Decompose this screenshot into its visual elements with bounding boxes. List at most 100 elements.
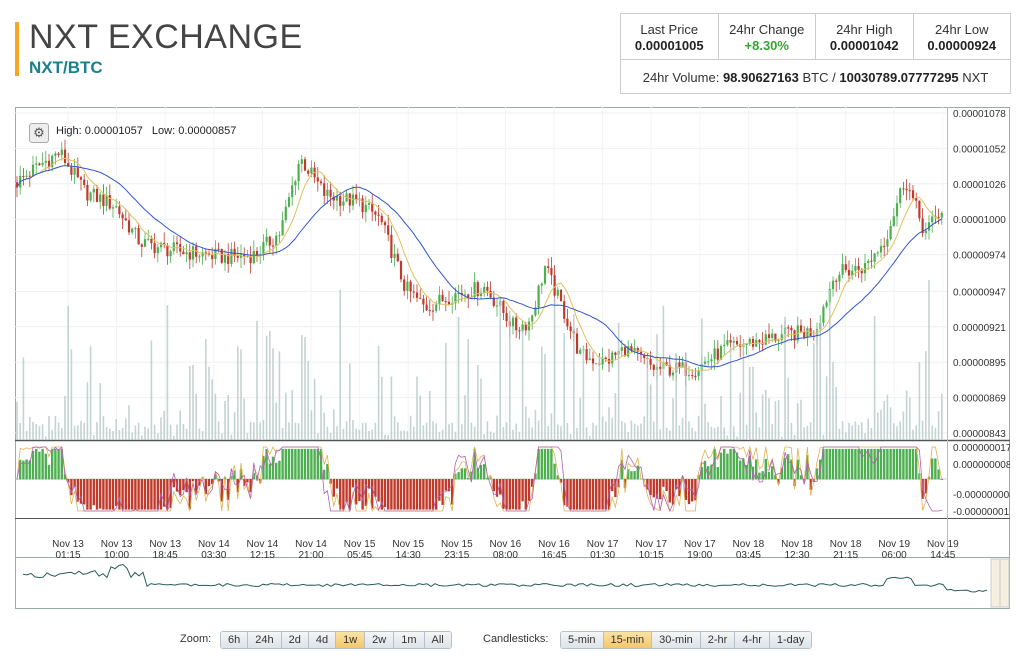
volume-bar: [541, 346, 543, 440]
macd-histogram-bar: [870, 448, 873, 480]
volume-bar: [713, 428, 716, 440]
macd-histogram-bar: [611, 479, 614, 492]
macd-histogram-bar: [467, 477, 470, 480]
macd-histogram-bar: [284, 448, 287, 480]
macd-histogram-bar: [732, 448, 735, 480]
macd-histogram-bar: [60, 448, 63, 480]
macd-histogram-bar: [371, 479, 374, 509]
zoom-button-1m[interactable]: 1m: [394, 632, 425, 648]
macd-histogram-bar: [799, 475, 803, 480]
zoom-button-all[interactable]: All: [424, 632, 451, 648]
macd-histogram-bar: [835, 448, 838, 480]
volume-bar: [189, 365, 191, 440]
macd-histogram-bar: [268, 463, 271, 480]
volume-bar: [717, 426, 719, 440]
macd-histogram-bar: [345, 479, 348, 503]
zoom-button-2w[interactable]: 2w: [365, 632, 395, 648]
macd-histogram-bar: [233, 470, 236, 480]
volume-bar: [249, 422, 252, 440]
volume-bar: [918, 362, 921, 440]
macd-histogram-bar: [342, 479, 345, 510]
zoom-button-group: 6h 24h 2d 4d 1w 2w 1m All: [220, 631, 452, 649]
candle-button-2hr[interactable]: 2-hr: [700, 632, 736, 648]
low-value: 0.00000924: [927, 38, 997, 53]
candle-body: [847, 270, 851, 276]
price-chart[interactable]: 0.00001078 0.00001052 0.00001026 0.00001000…: [15, 107, 1015, 609]
candle-body: [486, 286, 489, 291]
candle-body: [284, 206, 287, 221]
volume-bar: [384, 434, 386, 440]
candle-body: [233, 248, 236, 256]
volume-bar: [160, 417, 162, 440]
price-chart-area[interactable]: 0.00001078 0.00001052 0.00001026 0.00001000…: [15, 107, 1015, 609]
chart-high-text: High: 0.00001057: [56, 125, 143, 137]
macd-histogram-bar: [787, 454, 790, 480]
volume-bar: [640, 423, 642, 440]
macd-histogram-bar: [131, 479, 134, 510]
volume-bar: [576, 427, 578, 440]
candle-button-30min[interactable]: 30-min: [652, 632, 701, 648]
macd-histogram-bar: [249, 479, 252, 493]
macd-histogram-bar: [307, 448, 310, 480]
volume-bar: [393, 416, 396, 440]
candle-body: [671, 372, 675, 376]
volume-bar: [99, 383, 101, 440]
macd-histogram-bar: [47, 465, 51, 480]
candle-body: [723, 344, 726, 347]
macd-histogram-bar: [652, 479, 655, 498]
volume-bar: [547, 425, 549, 440]
macd-histogram-bar: [76, 479, 79, 502]
candle-body: [364, 204, 367, 213]
time-tick-time: 01:30: [590, 550, 615, 561]
candle-body: [108, 195, 111, 209]
volume-bar: [528, 418, 530, 440]
candle-button-4hr[interactable]: 4-hr: [735, 632, 770, 648]
candle-body: [374, 211, 377, 215]
candle-body: [287, 197, 291, 207]
macd-histogram-bar: [649, 479, 652, 496]
volume-bar: [841, 421, 844, 440]
candle-button-5min[interactable]: 5-min: [561, 632, 604, 648]
candle-body: [611, 352, 614, 364]
candle-body: [863, 262, 867, 274]
volume-bar: [301, 335, 303, 440]
zoom-button-6h[interactable]: 6h: [221, 632, 249, 648]
candle-button-15min[interactable]: 15-min: [603, 632, 653, 648]
volume-bar: [272, 348, 274, 440]
candle-body: [316, 177, 319, 182]
macd-histogram-bar: [399, 479, 403, 510]
candle-body: [735, 340, 739, 345]
macd-tick-label: -0.000000008: [953, 490, 1010, 501]
candle-button-1day[interactable]: 1-day: [769, 632, 812, 648]
volume-bar: [569, 434, 572, 440]
gear-icon[interactable]: ⚙: [29, 123, 49, 143]
candle-body: [227, 254, 230, 264]
macd-histogram-bar: [579, 479, 582, 510]
price-tick-label: 0.00000843: [953, 429, 1006, 440]
candle-body: [243, 254, 246, 257]
volume-bar: [784, 316, 786, 440]
macd-histogram-bar: [83, 479, 86, 505]
candle-body: [793, 330, 796, 341]
volume-bar: [253, 422, 255, 440]
candle-body: [412, 291, 415, 293]
candle-body: [124, 218, 127, 221]
volume-bar: [208, 366, 210, 440]
zoom-button-2d[interactable]: 2d: [281, 632, 309, 648]
zoom-button-4d[interactable]: 4d: [308, 632, 337, 648]
candle-body: [428, 310, 431, 312]
macd-histogram-bar: [105, 479, 108, 510]
candle-body: [217, 248, 220, 250]
macd-histogram-bar: [204, 479, 207, 494]
volume-bar: [630, 420, 633, 440]
candle-body: [457, 292, 460, 294]
macd-histogram-bar: [636, 465, 639, 480]
zoom-button-1w[interactable]: 1w: [336, 632, 366, 648]
candle-body: [275, 235, 278, 246]
candle-body: [483, 286, 486, 293]
candle-body: [76, 167, 79, 178]
zoom-button-24h[interactable]: 24h: [248, 632, 282, 648]
volume-bar: [96, 422, 98, 440]
macd-histogram-bar: [748, 455, 751, 480]
macd-histogram-bar: [828, 448, 831, 480]
